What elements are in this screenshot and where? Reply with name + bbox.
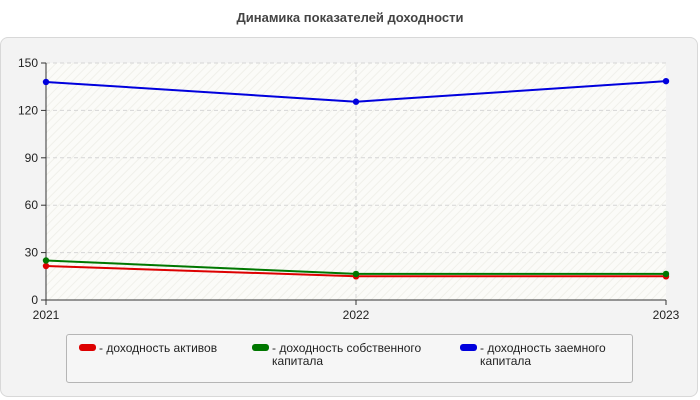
y-tick-label: 90 (25, 151, 39, 165)
data-point-series-2 (352, 98, 360, 105)
y-tick-label: 0 (31, 293, 38, 307)
y-tick-label: 30 (25, 246, 39, 260)
legend-swatch-assets (79, 344, 96, 351)
grid-lines (46, 62, 666, 300)
x-tick-label: 2023 (653, 308, 680, 322)
legend-item-borrowed: - доходность заемного капитала (460, 342, 625, 368)
data-point-series-1 (662, 270, 670, 278)
data-point-series-2 (42, 78, 50, 86)
legend-label-assets: - доходность активов (99, 341, 218, 355)
x-tick-label: 2022 (343, 308, 370, 322)
legend: - доходность активов - доходность собств… (66, 334, 633, 383)
data-point-series-2 (662, 77, 670, 85)
data-point-series-0 (42, 262, 50, 270)
legend-label-equity: - доходность собственного капитала (272, 341, 422, 368)
y-tick-label: 150 (18, 56, 38, 70)
chart-title: Динамика показателей доходности (236, 10, 464, 25)
x-tick-label: 2021 (33, 308, 60, 322)
legend-item-assets: - доходность активов (79, 342, 239, 355)
legend-label-borrowed: - доходность заемного капитала (480, 341, 606, 368)
legend-swatch-borrowed (460, 344, 477, 351)
legend-item-equity: - доходность собственного капитала (252, 342, 442, 368)
data-point-series-1 (352, 270, 360, 278)
series-layer (42, 77, 670, 280)
axes: 0 30 60 90 120 150 2021 2022 2023 (18, 56, 680, 322)
y-tick-label: 60 (25, 198, 39, 212)
legend-swatch-equity (252, 344, 269, 351)
y-tick-label: 120 (18, 103, 38, 117)
data-point-series-1 (42, 257, 50, 264)
